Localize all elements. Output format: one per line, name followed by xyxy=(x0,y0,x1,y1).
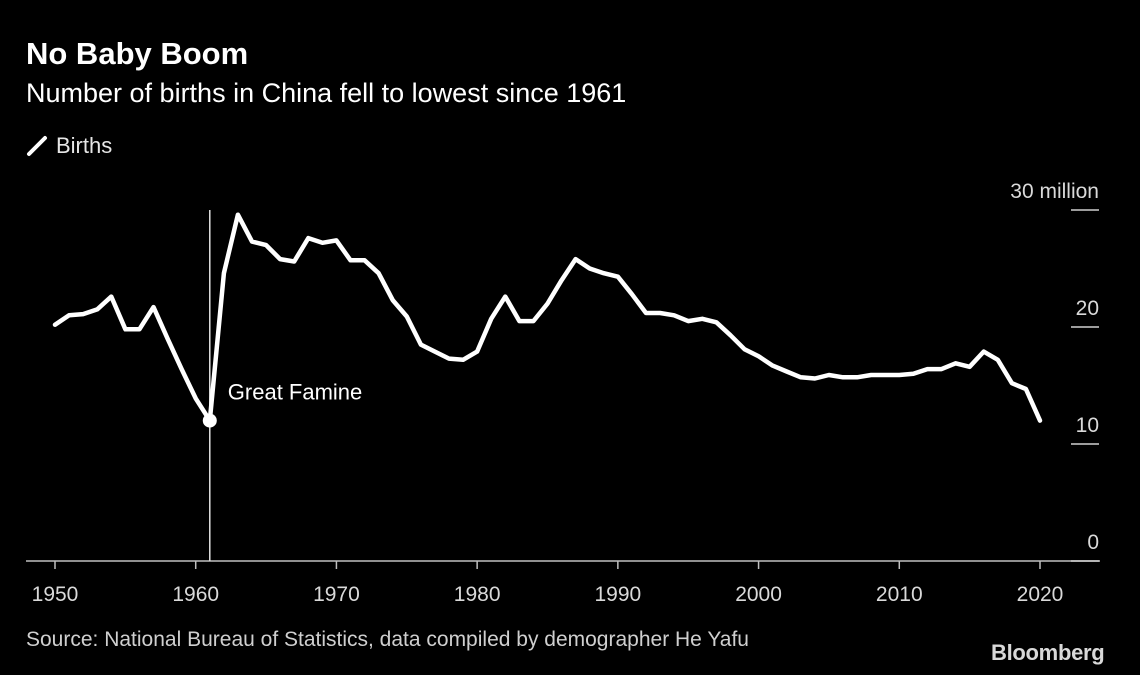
y-tick-label-0: 0 xyxy=(1087,531,1099,554)
annotation-label: Great Famine xyxy=(228,380,362,405)
y-tick-label-10: 10 xyxy=(1076,414,1099,437)
source-note: Source: National Bureau of Statistics, d… xyxy=(26,628,749,651)
bloomberg-logo: Bloomberg xyxy=(991,640,1105,665)
x-tick-label-2020: 2020 xyxy=(1017,583,1064,606)
x-tick-label-1980: 1980 xyxy=(454,583,501,606)
y-tick-label-20: 20 xyxy=(1076,297,1099,320)
x-tick-label-1990: 1990 xyxy=(594,583,641,606)
annotation-dot xyxy=(202,413,217,428)
legend-line-swatch-icon xyxy=(27,136,47,156)
series-line-births xyxy=(52,212,1043,423)
chart-title: No Baby Boom xyxy=(26,36,249,71)
chart-subtitle: Number of births in China fell to lowest… xyxy=(26,78,627,108)
legend: Births xyxy=(26,133,112,159)
legend-label-births: Births xyxy=(56,133,113,158)
x-tick-label-2000: 2000 xyxy=(735,583,782,606)
x-tick-label-1960: 1960 xyxy=(172,583,219,606)
x-tick-label-1950: 1950 xyxy=(32,583,79,606)
y-tick-label-30: 30 million xyxy=(1010,180,1099,203)
x-tick-label-2010: 2010 xyxy=(876,583,923,606)
x-tick-label-1970: 1970 xyxy=(313,583,360,606)
